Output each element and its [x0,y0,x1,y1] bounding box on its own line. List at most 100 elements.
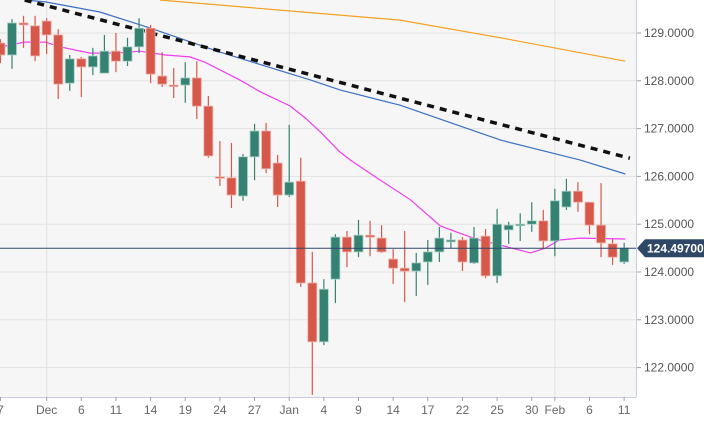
bearish-candle [272,154,283,207]
bullish-candle [492,208,503,283]
candle-body [411,262,422,272]
bearish-candle [168,67,179,99]
price-tag-shape [637,239,704,258]
y-tick-label: 125.0000 [644,217,694,231]
candle-body [191,77,202,107]
candle-body [596,224,606,244]
bearish-candle [388,249,399,284]
candle-body [307,282,318,343]
bullish-candle [249,123,260,181]
x-tick-label: 9 [355,403,362,417]
bearish-candle [18,15,29,48]
bullish-candle [87,47,98,76]
bearish-candle [41,18,52,55]
bullish-candle [99,34,110,74]
bearish-candle [573,182,583,212]
bearish-candle [295,157,306,287]
candle-body [365,234,375,238]
candle-body [53,34,64,85]
candle-body [76,58,87,68]
bullish-candle [284,124,295,197]
candle-body [64,58,75,84]
bearish-candle [607,239,618,265]
candle-body [388,258,399,269]
bearish-candle [30,15,41,62]
bearish-candle [365,220,375,257]
candle-body [538,220,549,242]
candle-body [226,177,237,196]
x-tick-label: Jan [280,403,299,417]
bullish-candle [353,219,364,258]
bullish-candle [64,54,75,91]
bullish-candle [238,153,248,201]
x-tick-label: 19 [179,403,193,417]
mid-ma-line [24,0,626,175]
bearish-candle [596,183,606,258]
x-tick-label: 14 [144,403,158,417]
candle-body [7,22,17,56]
candle-body [122,46,133,62]
y-tick-label: 124.0000 [644,265,694,279]
candle-body [619,247,630,263]
candle-body [422,251,433,263]
candle-body [168,84,179,88]
last-price-label: 124.49700 [647,242,704,256]
x-tick-label: 11 [110,403,123,417]
candle-body [607,243,618,258]
bearish-candle [111,33,121,73]
candle-body [249,130,260,158]
candle-body [272,162,283,196]
bearish-candle [0,39,6,64]
candle-body [99,50,110,74]
candle-body [330,236,341,280]
candle-body [134,27,144,48]
bullish-candle [7,19,17,69]
bullish-candle [330,234,341,304]
x-tick-label: 30 [525,403,539,417]
candle-body [0,42,6,56]
x-tick-label: 7 [0,403,4,417]
candle-body [515,223,526,227]
x-tick-label: 25 [490,403,504,417]
bearish-candle [538,209,549,250]
candle-body [445,239,456,243]
x-tick-label: 4 [321,403,328,417]
bearish-candle [307,251,318,395]
candle-body [399,267,410,272]
candle-body [145,27,156,75]
bearish-candle [76,56,87,98]
x-tick-label: 22 [456,403,470,417]
candle-body [492,223,503,277]
bearish-candle [584,201,595,235]
x-tick-label: 6 [586,403,593,417]
bearish-candle [157,52,168,88]
bearish-candle [342,230,352,268]
y-tick-label: 122.0000 [644,361,694,375]
candle-body [480,235,491,277]
candle-body [376,237,387,253]
y-tick-label: 127.0000 [644,122,694,136]
candle-body [318,288,329,343]
candle-body [549,200,560,242]
x-tick-label: 27 [248,403,262,417]
x-tick-label: 24 [213,403,227,417]
x-tick-label: 17 [421,403,435,417]
bullish-candle [503,221,514,244]
bullish-candle [445,232,456,249]
candle-body [353,234,364,253]
x-axis: 7 Dec 6 11 14 19 24 27 Jan 4 9 14 17 22 25 30 Feb 6 11 [0,397,636,417]
bearish-candle [457,237,468,272]
bearish-candle [214,141,225,186]
bearish-candle [480,228,491,279]
y-tick-label: 126.0000 [644,169,694,183]
candle-body [203,105,214,157]
bullish-candle [549,188,560,257]
x-tick-label: 6 [78,403,85,417]
bearish-candle [226,142,237,208]
bullish-candle [180,62,191,103]
bearish-candle [191,61,202,120]
candle-body [180,77,191,86]
bullish-candle [515,213,526,241]
bearish-candle [53,29,64,99]
candle-body [342,236,352,253]
